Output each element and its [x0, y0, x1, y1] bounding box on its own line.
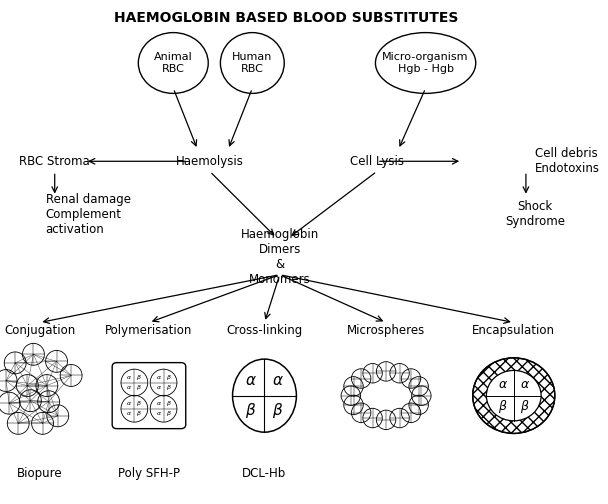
- Text: $\beta$: $\beta$: [165, 409, 171, 418]
- Text: $\beta$: $\beta$: [136, 399, 142, 408]
- Text: Conjugation: Conjugation: [4, 324, 75, 337]
- Text: $\beta$: $\beta$: [136, 373, 142, 382]
- Text: $\beta$: $\beta$: [136, 409, 142, 418]
- Text: $\beta$: $\beta$: [520, 398, 530, 415]
- Text: Micro-organism
Hgb - Hgb: Micro-organism Hgb - Hgb: [382, 52, 469, 74]
- Text: $\beta$: $\beta$: [498, 398, 508, 415]
- Text: $\alpha$: $\alpha$: [272, 373, 284, 388]
- Text: Haemolysis: Haemolysis: [176, 155, 244, 168]
- Text: $\alpha$: $\alpha$: [156, 374, 162, 381]
- Text: Polymerisation: Polymerisation: [105, 324, 193, 337]
- Text: DCL-Hb: DCL-Hb: [243, 467, 286, 480]
- Text: Shock
Syndrome: Shock Syndrome: [505, 200, 565, 228]
- Text: $\beta$: $\beta$: [165, 383, 171, 392]
- Text: Human
RBC: Human RBC: [232, 52, 272, 74]
- Text: Haemoglobin
Dimers
&
Monomers: Haemoglobin Dimers & Monomers: [241, 228, 319, 286]
- Text: Poly SFH-P: Poly SFH-P: [118, 467, 180, 480]
- Ellipse shape: [472, 358, 554, 433]
- Text: Cell Lysis: Cell Lysis: [350, 155, 404, 168]
- Text: $\alpha$: $\alpha$: [126, 374, 133, 381]
- Text: $\beta$: $\beta$: [165, 373, 171, 382]
- Text: $\alpha$: $\alpha$: [156, 400, 162, 407]
- Text: $\alpha$: $\alpha$: [126, 384, 133, 391]
- Text: $\alpha$: $\alpha$: [498, 378, 508, 391]
- Text: Animal
RBC: Animal RBC: [154, 52, 193, 74]
- Text: RBC Stroma: RBC Stroma: [19, 155, 90, 168]
- Ellipse shape: [486, 370, 541, 421]
- Text: Biopure: Biopure: [16, 467, 63, 480]
- Text: Renal damage
Complement
activation: Renal damage Complement activation: [46, 193, 131, 236]
- Text: $\beta$: $\beta$: [246, 401, 257, 420]
- Text: $\alpha$: $\alpha$: [126, 410, 133, 417]
- Text: $\alpha$: $\alpha$: [245, 373, 257, 388]
- Text: $\alpha$: $\alpha$: [126, 400, 133, 407]
- Text: Microspheres: Microspheres: [347, 324, 425, 337]
- Text: $\beta$: $\beta$: [165, 399, 171, 408]
- Text: $\beta$: $\beta$: [136, 383, 142, 392]
- Text: Cell debris
Endotoxins: Cell debris Endotoxins: [535, 147, 600, 175]
- Text: $\alpha$: $\alpha$: [156, 384, 162, 391]
- Text: Cross-linking: Cross-linking: [226, 324, 303, 337]
- Text: $\alpha$: $\alpha$: [520, 378, 530, 391]
- Text: Encapsulation: Encapsulation: [472, 324, 555, 337]
- Text: $\alpha$: $\alpha$: [156, 410, 162, 417]
- Text: HAEMOGLOBIN BASED BLOOD SUBSTITUTES: HAEMOGLOBIN BASED BLOOD SUBSTITUTES: [114, 11, 458, 25]
- Text: $\beta$: $\beta$: [272, 401, 283, 420]
